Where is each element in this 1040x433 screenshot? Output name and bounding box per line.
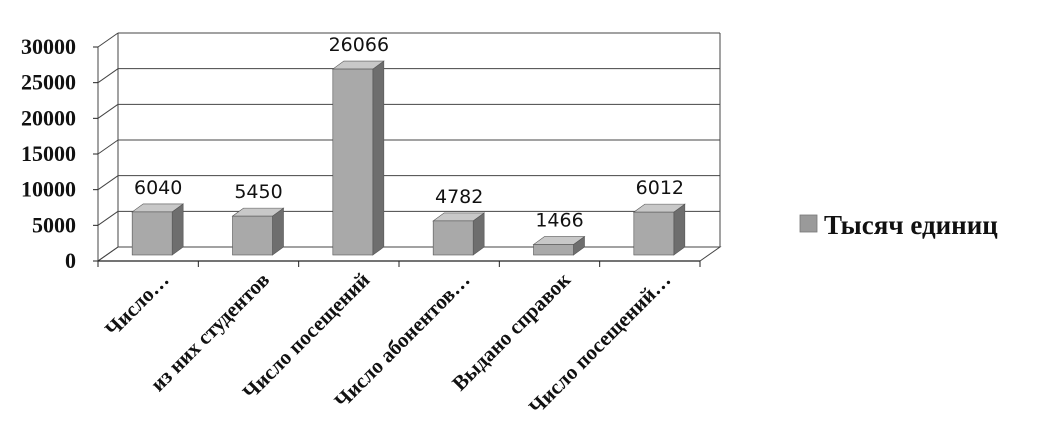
bar-front [432,220,474,256]
data-label: 1466 [535,210,583,232]
bar-front [232,215,273,256]
bar [632,203,686,256]
gridline-diagonal [97,139,119,155]
grid-layer [97,32,720,262]
y-tick-label: 0 [65,248,76,273]
legend-label: Тысяч единиц [824,210,998,240]
gridline-diagonal [97,175,119,191]
bar-side [171,203,184,256]
legend-swatch [799,214,818,233]
bar [331,60,385,256]
bar-side [372,60,385,256]
bars-layer [131,60,686,256]
bar [432,212,486,256]
bar-front [633,211,675,256]
y-tick-label: 20000 [21,105,76,130]
data-label: 26066 [329,34,389,56]
gridline-diagonal [97,103,119,119]
data-label: 4782 [435,186,483,208]
axis-layer: 0 5000 10000 15000 20000 25000 30000 [21,33,722,273]
y-tick-label: 30000 [21,34,76,59]
y-tick-label: 5000 [32,212,76,237]
bar-front [533,244,574,256]
data-label: 6040 [134,177,182,199]
floor [96,246,722,262]
y-tick-label: 25000 [21,70,76,95]
gridline-diagonal [97,68,119,84]
gridline-diagonal [97,32,119,48]
y-tick-label: 15000 [21,141,76,166]
bar-front [131,211,173,256]
x-tick-label: Число… [100,268,174,342]
bar-front [332,68,374,256]
legend: Тысяч единиц [799,210,998,240]
gridline-diagonal [97,210,119,226]
data-label: 6012 [636,177,684,199]
y-tick-label: 10000 [21,177,76,202]
data-label: 5450 [234,181,282,203]
bar [231,207,285,256]
bar-side [673,203,686,256]
bar [131,203,185,256]
bar [532,235,586,256]
